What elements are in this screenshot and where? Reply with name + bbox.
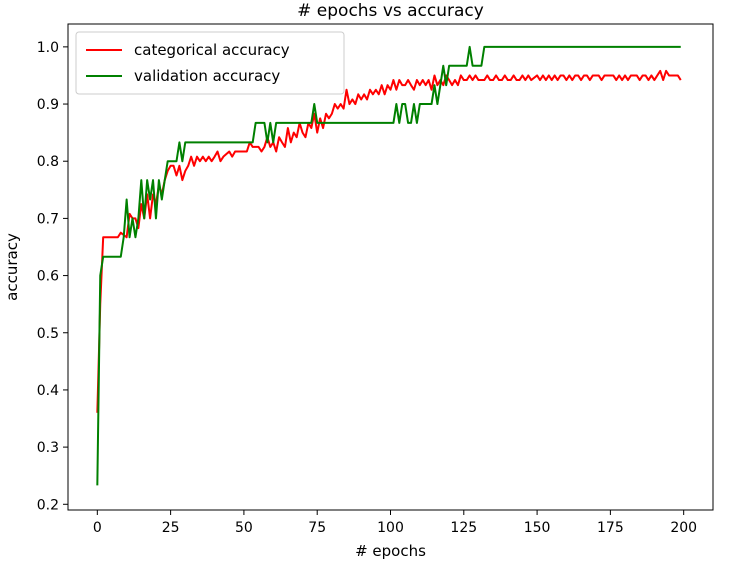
y-axis: 0.2 0.3 0.4 0.5 0.6 0.7 0.8 0.9 1.0 (37, 40, 68, 513)
x-tick-label: 25 (162, 520, 180, 536)
x-tick-label: 175 (597, 520, 624, 536)
x-tick-label: 0 (93, 520, 102, 536)
y-tick-label: 0.5 (37, 326, 59, 342)
y-tick-label: 0.6 (37, 269, 59, 285)
x-tick-label: 100 (377, 520, 404, 536)
legend-label: validation accuracy (134, 67, 280, 85)
y-tick-label: 0.9 (37, 97, 59, 113)
legend: categorical accuracy validation accuracy (75, 31, 345, 95)
y-tick-label: 0.4 (37, 383, 59, 399)
legend-label: categorical accuracy (134, 41, 290, 59)
x-axis-label: # epochs (355, 542, 426, 560)
y-tick-label: 0.8 (37, 154, 59, 170)
x-tick-label: 75 (308, 520, 326, 536)
series-line-validation-accuracy (96, 45, 681, 486)
x-axis: 0 25 50 75 100 125 150 175 200 (93, 510, 697, 536)
x-tick-label: 200 (670, 520, 697, 536)
series-line-categorical-accuracy (96, 69, 682, 413)
y-tick-label: 0.2 (37, 497, 59, 513)
y-tick-label: 0.7 (37, 211, 59, 227)
y-tick-label: 0.3 (37, 440, 59, 456)
legend-box (75, 31, 345, 95)
x-tick-label: 150 (524, 520, 551, 536)
x-tick-label: 50 (235, 520, 253, 536)
x-tick-label: 125 (450, 520, 477, 536)
y-axis-label: accuracy (3, 233, 21, 301)
chart-title: # epochs vs accuracy (297, 1, 484, 21)
y-tick-label: 1.0 (37, 40, 59, 56)
